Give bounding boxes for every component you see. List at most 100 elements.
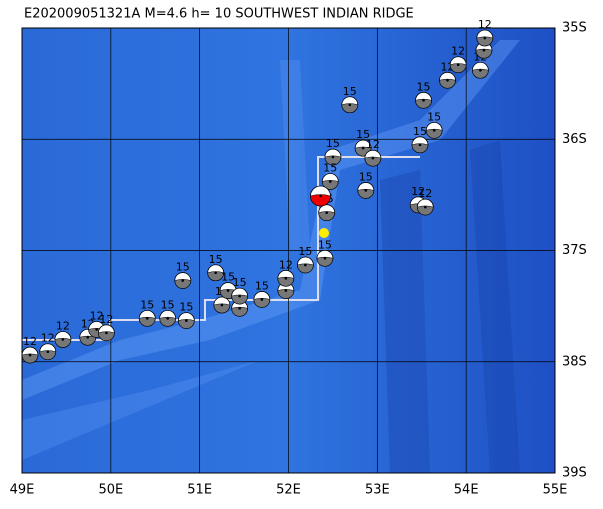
- beachball-compression: [253, 298, 271, 308]
- main-focal-mechanism: [310, 185, 331, 207]
- focal-mechanism: [318, 204, 336, 222]
- beachball-compression: [213, 303, 231, 314]
- beachball-center: [185, 319, 188, 322]
- lon-tick-label: 53E: [365, 483, 390, 498]
- map-frame: [21, 27, 556, 474]
- bathymetry: [22, 40, 520, 473]
- focal-mechanism: [357, 182, 375, 199]
- focal-mechanism: [231, 287, 249, 305]
- beachball-compression: [425, 128, 443, 139]
- event-depth-label: 15: [255, 279, 269, 292]
- lat-tick-label: 36S: [562, 132, 587, 147]
- beachball-center: [418, 143, 422, 147]
- focal-mechanism: [475, 41, 493, 59]
- beachball-center: [348, 103, 352, 107]
- event-depth-label: 12: [279, 258, 293, 271]
- lon-tick-label: 52E: [276, 483, 301, 498]
- beachball-center: [325, 211, 328, 214]
- beachball-center: [28, 353, 32, 357]
- focal-mechanism: [39, 343, 57, 361]
- beachball-center: [238, 294, 241, 298]
- beachball-compression: [316, 256, 334, 267]
- beachball-center: [260, 298, 264, 301]
- event-depth-label: 12: [366, 138, 380, 151]
- beachball-center: [364, 189, 368, 192]
- beachball-compression: [324, 155, 342, 166]
- beachball-center: [145, 317, 149, 320]
- event-depth-label: 12: [418, 187, 432, 200]
- event-depth-label: 15: [179, 301, 193, 314]
- event-depth-label: 12: [41, 332, 55, 345]
- epicenter-marker: [319, 228, 329, 238]
- focal-mechanism: [277, 282, 295, 299]
- beachball-center: [105, 331, 108, 335]
- focal-mechanism: [324, 148, 342, 166]
- focal-mechanism: [316, 249, 334, 267]
- beachball-center: [424, 205, 427, 209]
- focal-mechanism: [416, 198, 434, 216]
- beachball-compression: [449, 63, 467, 73]
- beachball-center: [166, 317, 169, 320]
- event-depth-label: 15: [343, 85, 357, 98]
- beachball-compression: [39, 350, 57, 360]
- beachball-center: [284, 277, 288, 280]
- focal-mechanism: [296, 256, 314, 274]
- focal-mechanism: [207, 264, 225, 282]
- beachball-compression: [472, 68, 489, 79]
- beachball-center: [479, 68, 482, 72]
- event-depth-label: 15: [417, 80, 431, 93]
- beachball-compression: [364, 156, 382, 167]
- beachball-center: [456, 63, 460, 67]
- beachball-compression: [54, 338, 72, 348]
- focal-mechanism: [471, 61, 489, 79]
- beachball-compression: [231, 306, 248, 317]
- beachball-compression: [310, 194, 331, 207]
- focal-mechanism: [415, 91, 432, 109]
- event-depth-label: 15: [359, 170, 373, 183]
- beachball-compression: [178, 319, 195, 329]
- event-depth-label: 15: [176, 261, 190, 274]
- beachball-center: [422, 99, 425, 102]
- beachball-center: [328, 180, 332, 183]
- event-depth-label: 15: [413, 125, 427, 138]
- beachball-center: [46, 350, 50, 354]
- focal-mechanism: [411, 136, 429, 154]
- focal-mechanism: [213, 296, 231, 314]
- beachball-compression: [341, 103, 359, 113]
- beachball-compression: [207, 271, 224, 281]
- lon-tick-label: 55E: [543, 483, 568, 498]
- focal-mechanism: [277, 269, 295, 287]
- lon-tick-label: 49E: [10, 483, 35, 498]
- focal-mechanism: [177, 312, 195, 329]
- beachball-center: [331, 155, 335, 159]
- beachball-compression: [174, 279, 192, 289]
- event-depth-label: 15: [209, 253, 223, 266]
- beachball-compression: [357, 188, 375, 199]
- beachball-compression: [475, 48, 493, 59]
- beachball-compression: [231, 294, 248, 305]
- beachball-compression: [297, 263, 314, 274]
- beachball-center: [95, 328, 98, 331]
- lat-tick-label: 39S: [562, 466, 587, 481]
- focal-mechanism: [174, 272, 192, 289]
- beachball-compression: [21, 353, 39, 364]
- beachball-center: [371, 156, 375, 160]
- event-depth-label: 12: [23, 335, 37, 348]
- event-depth-label: 15: [427, 110, 441, 123]
- event-depth-label: 15: [318, 238, 332, 251]
- beachball-center: [361, 146, 365, 150]
- focal-mechanism: [439, 71, 456, 89]
- beachball-compression: [277, 289, 295, 299]
- focal-mechanism: [321, 173, 339, 190]
- beachball-compression: [415, 98, 432, 109]
- lat-tick-label: 35S: [562, 21, 587, 36]
- lon-tick-label: 50E: [98, 483, 123, 498]
- beachball-center: [304, 263, 307, 267]
- focal-mechanism: [425, 121, 443, 139]
- lon-tick-label: 51E: [187, 483, 212, 498]
- focal-mechanism: [138, 309, 156, 327]
- beachball-center: [86, 335, 90, 339]
- beachball-compression: [318, 211, 335, 221]
- event-depth-label: 15: [298, 245, 312, 258]
- event-depth-label: 15: [140, 298, 154, 311]
